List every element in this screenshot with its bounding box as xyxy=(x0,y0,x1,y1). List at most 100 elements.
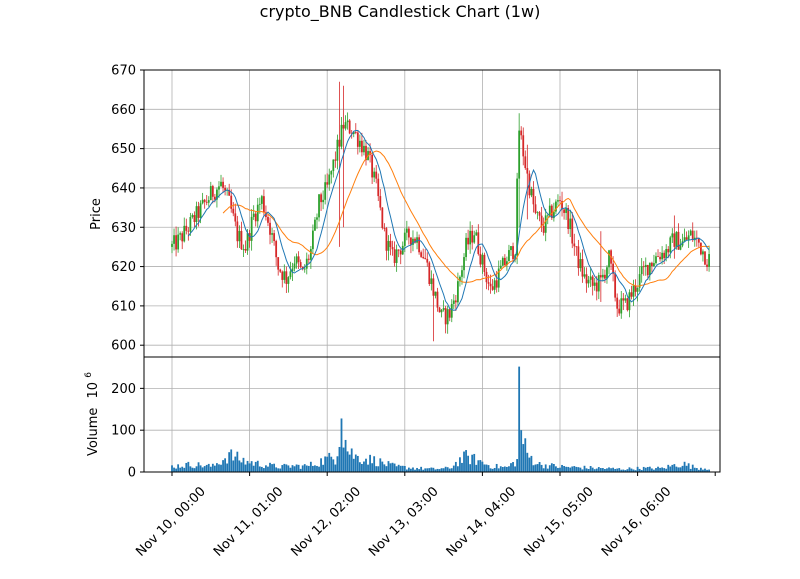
candle-body xyxy=(269,222,271,235)
volume-bar xyxy=(340,418,343,472)
candle-body xyxy=(234,213,237,222)
volume-bar xyxy=(477,460,480,472)
candle-body xyxy=(314,219,316,231)
volume-bar xyxy=(230,449,233,472)
volume-bar xyxy=(516,459,519,472)
candle-body xyxy=(632,285,635,297)
candle-body xyxy=(693,237,696,241)
volume-bar xyxy=(271,464,273,472)
volume-bar xyxy=(503,466,506,472)
candle-body xyxy=(220,181,222,187)
candle-body xyxy=(589,276,592,280)
volume-bar xyxy=(428,468,431,472)
candle-body xyxy=(222,181,224,188)
volume-bar xyxy=(589,466,592,472)
candle-body xyxy=(534,204,537,213)
volume-bar xyxy=(232,460,235,472)
candle-body xyxy=(418,237,420,253)
volume-bar xyxy=(171,465,173,472)
volume-bar xyxy=(640,470,643,472)
volume-bar xyxy=(226,463,229,472)
volume-bar xyxy=(665,468,668,472)
volume-tick-label: 100 xyxy=(111,424,136,439)
x-tick-label: Nov 10, 00:00 xyxy=(133,484,209,560)
volume-bar xyxy=(454,461,457,472)
candle-body xyxy=(536,212,539,214)
candle-body xyxy=(218,186,220,190)
candle-body xyxy=(363,145,365,153)
candle-body xyxy=(540,215,543,226)
candle-body xyxy=(332,159,335,172)
candle-body xyxy=(283,271,286,280)
candle-body xyxy=(354,132,357,133)
x-tick-label: Nov 14, 04:00 xyxy=(444,484,520,560)
candle-body xyxy=(179,233,182,235)
candle-body xyxy=(403,232,406,246)
volume-bar xyxy=(495,463,498,472)
volume-bar xyxy=(538,462,541,472)
volume-bar xyxy=(324,456,327,472)
volume-bar xyxy=(438,469,441,472)
candle-body xyxy=(638,274,641,288)
price-tick-label: 650 xyxy=(111,142,136,157)
volume-bar xyxy=(220,464,222,472)
volume-bar xyxy=(655,468,657,472)
candle-body xyxy=(446,309,449,325)
candle-body xyxy=(612,263,614,274)
candles xyxy=(171,81,710,342)
candle-body xyxy=(573,243,576,247)
candle-body xyxy=(614,273,617,298)
candle-body xyxy=(318,194,320,218)
moving-averages xyxy=(187,130,710,311)
volume-bar xyxy=(653,469,655,472)
volume-bar xyxy=(593,469,596,472)
volume-bar xyxy=(430,467,433,472)
volume-bar xyxy=(526,452,529,472)
volume-bar xyxy=(207,463,210,472)
volume-bar xyxy=(312,465,314,472)
candle-body xyxy=(287,277,290,284)
volume-bar xyxy=(179,467,182,472)
volume-bar xyxy=(434,469,437,472)
candle-body xyxy=(442,308,445,310)
candle-body xyxy=(499,265,502,269)
volume-bar xyxy=(348,454,351,472)
candle-body xyxy=(630,292,633,297)
volume-bar xyxy=(262,468,265,472)
candle-body xyxy=(459,276,461,282)
volume-bar xyxy=(322,464,325,472)
volume-bar xyxy=(181,466,184,472)
volume-bar xyxy=(195,466,198,472)
candle-body xyxy=(477,232,480,254)
volume-bar xyxy=(463,451,465,472)
volume-bar xyxy=(557,467,559,472)
volume-bar xyxy=(256,460,259,472)
candle-body xyxy=(506,261,508,266)
volume-bar xyxy=(555,466,557,472)
candle-body xyxy=(624,298,627,301)
volume-bar xyxy=(697,469,700,472)
volume-bar xyxy=(687,463,690,472)
candle-body xyxy=(456,281,459,303)
volume-bar xyxy=(238,460,241,472)
volume-bar xyxy=(683,461,686,472)
candle-body xyxy=(395,249,398,263)
candle-body xyxy=(187,230,190,232)
candle-body xyxy=(191,215,194,218)
candle-body xyxy=(285,271,288,284)
candle-body xyxy=(616,297,619,309)
volume-bar xyxy=(597,467,600,472)
candle-body xyxy=(307,258,310,260)
candle-body xyxy=(475,232,478,236)
candle-body xyxy=(193,215,196,222)
volume-bar xyxy=(305,465,308,472)
candle-body xyxy=(708,254,710,267)
volume-bar xyxy=(522,444,525,472)
volume-bar xyxy=(632,469,635,472)
price-tick-label: 630 xyxy=(111,221,136,236)
volume-bar xyxy=(234,456,237,472)
volume-bar xyxy=(356,455,359,472)
volume-bar xyxy=(320,458,322,472)
volume-bar xyxy=(622,469,625,472)
